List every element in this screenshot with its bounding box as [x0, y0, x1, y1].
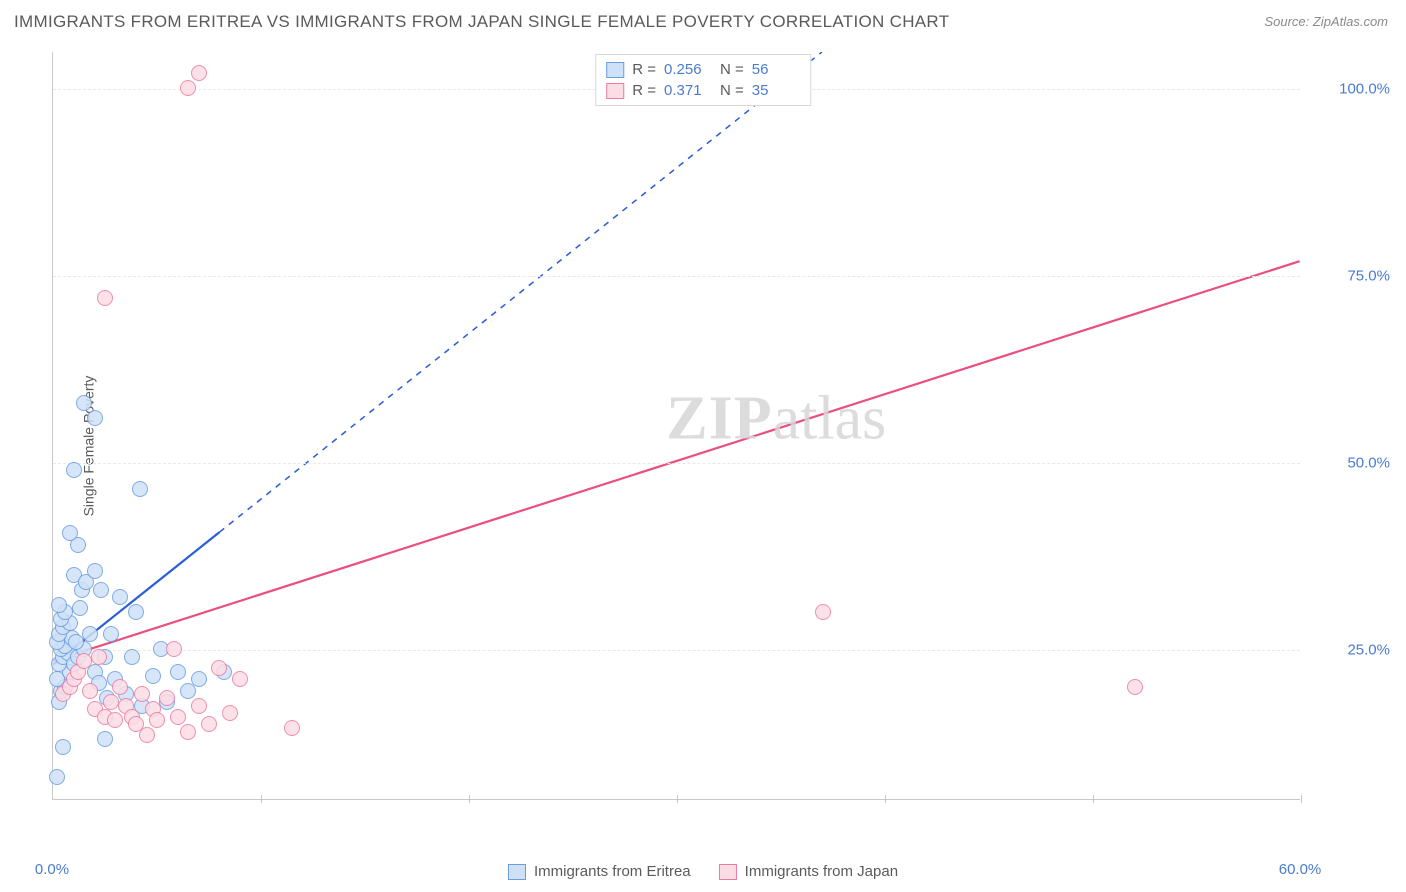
scatter-point-japan — [815, 604, 831, 620]
scatter-point-japan — [139, 727, 155, 743]
scatter-point-japan — [103, 694, 119, 710]
scatter-point-japan — [159, 690, 175, 706]
scatter-point-eritrea — [82, 626, 98, 642]
scatter-point-japan — [191, 65, 207, 81]
scatter-point-japan — [284, 720, 300, 736]
gridline-horizontal — [53, 650, 1300, 651]
scatter-point-eritrea — [66, 462, 82, 478]
scatter-point-japan — [107, 712, 123, 728]
scatter-point-japan — [222, 705, 238, 721]
stat-legend-row-japan: R = 0.371 N = 35 — [606, 80, 800, 101]
x-tick-label: 60.0% — [1279, 861, 1322, 878]
r-label: R = — [632, 61, 656, 78]
scatter-point-japan — [166, 641, 182, 657]
y-tick-label: 100.0% — [1339, 81, 1390, 98]
scatter-point-eritrea — [51, 597, 67, 613]
x-tick — [469, 795, 470, 803]
trendline-solid-japan — [53, 261, 1299, 661]
r-value-japan: 0.371 — [664, 82, 712, 99]
scatter-point-eritrea — [170, 664, 186, 680]
scatter-point-eritrea — [55, 739, 71, 755]
x-tick — [1301, 795, 1302, 803]
chart-title: IMMIGRANTS FROM ERITREA VS IMMIGRANTS FR… — [14, 12, 949, 32]
scatter-point-japan — [201, 716, 217, 732]
watermark: ZIPatlas — [666, 383, 886, 454]
watermark-light: atlas — [773, 384, 887, 452]
stat-legend-row-eritrea: R = 0.256 N = 56 — [606, 59, 800, 80]
scatter-point-japan — [232, 671, 248, 687]
plot-area: ZIPatlas — [52, 52, 1300, 800]
scatter-point-japan — [149, 712, 165, 728]
scatter-point-japan — [191, 698, 207, 714]
scatter-point-japan — [91, 649, 107, 665]
scatter-point-japan — [112, 679, 128, 695]
scatter-point-japan — [180, 80, 196, 96]
scatter-point-eritrea — [87, 410, 103, 426]
scatter-point-eritrea — [132, 481, 148, 497]
x-tick-label: 0.0% — [35, 861, 69, 878]
watermark-bold: ZIP — [666, 384, 772, 452]
scatter-point-eritrea — [62, 525, 78, 541]
source-attribution: Source: ZipAtlas.com — [1264, 14, 1388, 29]
y-tick-label: 75.0% — [1347, 268, 1390, 285]
scatter-point-eritrea — [87, 563, 103, 579]
legend-swatch-japan — [606, 83, 624, 99]
scatter-point-eritrea — [124, 649, 140, 665]
r-value-eritrea: 0.256 — [664, 61, 712, 78]
scatter-point-japan — [180, 724, 196, 740]
gridline-horizontal — [53, 463, 1300, 464]
trendline-dashed-eritrea — [220, 52, 822, 532]
legend-item-eritrea: Immigrants from Eritrea — [508, 863, 691, 880]
n-label: N = — [720, 82, 744, 99]
legend-swatch-eritrea — [606, 62, 624, 78]
n-value-japan: 35 — [752, 82, 800, 99]
legend-swatch-japan — [719, 864, 737, 880]
scatter-point-eritrea — [191, 671, 207, 687]
n-value-eritrea: 56 — [752, 61, 800, 78]
scatter-point-eritrea — [49, 769, 65, 785]
scatter-point-eritrea — [68, 634, 84, 650]
y-tick-label: 25.0% — [1347, 642, 1390, 659]
x-tick — [1093, 795, 1094, 803]
scatter-point-japan — [82, 683, 98, 699]
scatter-point-eritrea — [103, 626, 119, 642]
scatter-point-eritrea — [145, 668, 161, 684]
scatter-point-eritrea — [76, 395, 92, 411]
scatter-point-japan — [76, 653, 92, 669]
legend-label-eritrea: Immigrants from Eritrea — [534, 863, 691, 880]
scatter-point-japan — [170, 709, 186, 725]
x-tick — [885, 795, 886, 803]
scatter-point-eritrea — [112, 589, 128, 605]
legend-item-japan: Immigrants from Japan — [719, 863, 898, 880]
scatter-point-eritrea — [97, 731, 113, 747]
y-tick-label: 50.0% — [1347, 455, 1390, 472]
series-legend: Immigrants from Eritrea Immigrants from J… — [508, 863, 898, 880]
n-label: N = — [720, 61, 744, 78]
scatter-point-japan — [211, 660, 227, 676]
correlation-legend: R = 0.256 N = 56 R = 0.371 N = 35 — [595, 54, 811, 106]
scatter-point-japan — [134, 686, 150, 702]
scatter-point-japan — [97, 290, 113, 306]
scatter-point-japan — [1127, 679, 1143, 695]
legend-label-japan: Immigrants from Japan — [745, 863, 898, 880]
scatter-point-eritrea — [128, 604, 144, 620]
scatter-point-eritrea — [72, 600, 88, 616]
legend-swatch-eritrea — [508, 864, 526, 880]
x-tick — [261, 795, 262, 803]
x-tick — [677, 795, 678, 803]
r-label: R = — [632, 82, 656, 99]
gridline-horizontal — [53, 276, 1300, 277]
scatter-point-eritrea — [93, 582, 109, 598]
